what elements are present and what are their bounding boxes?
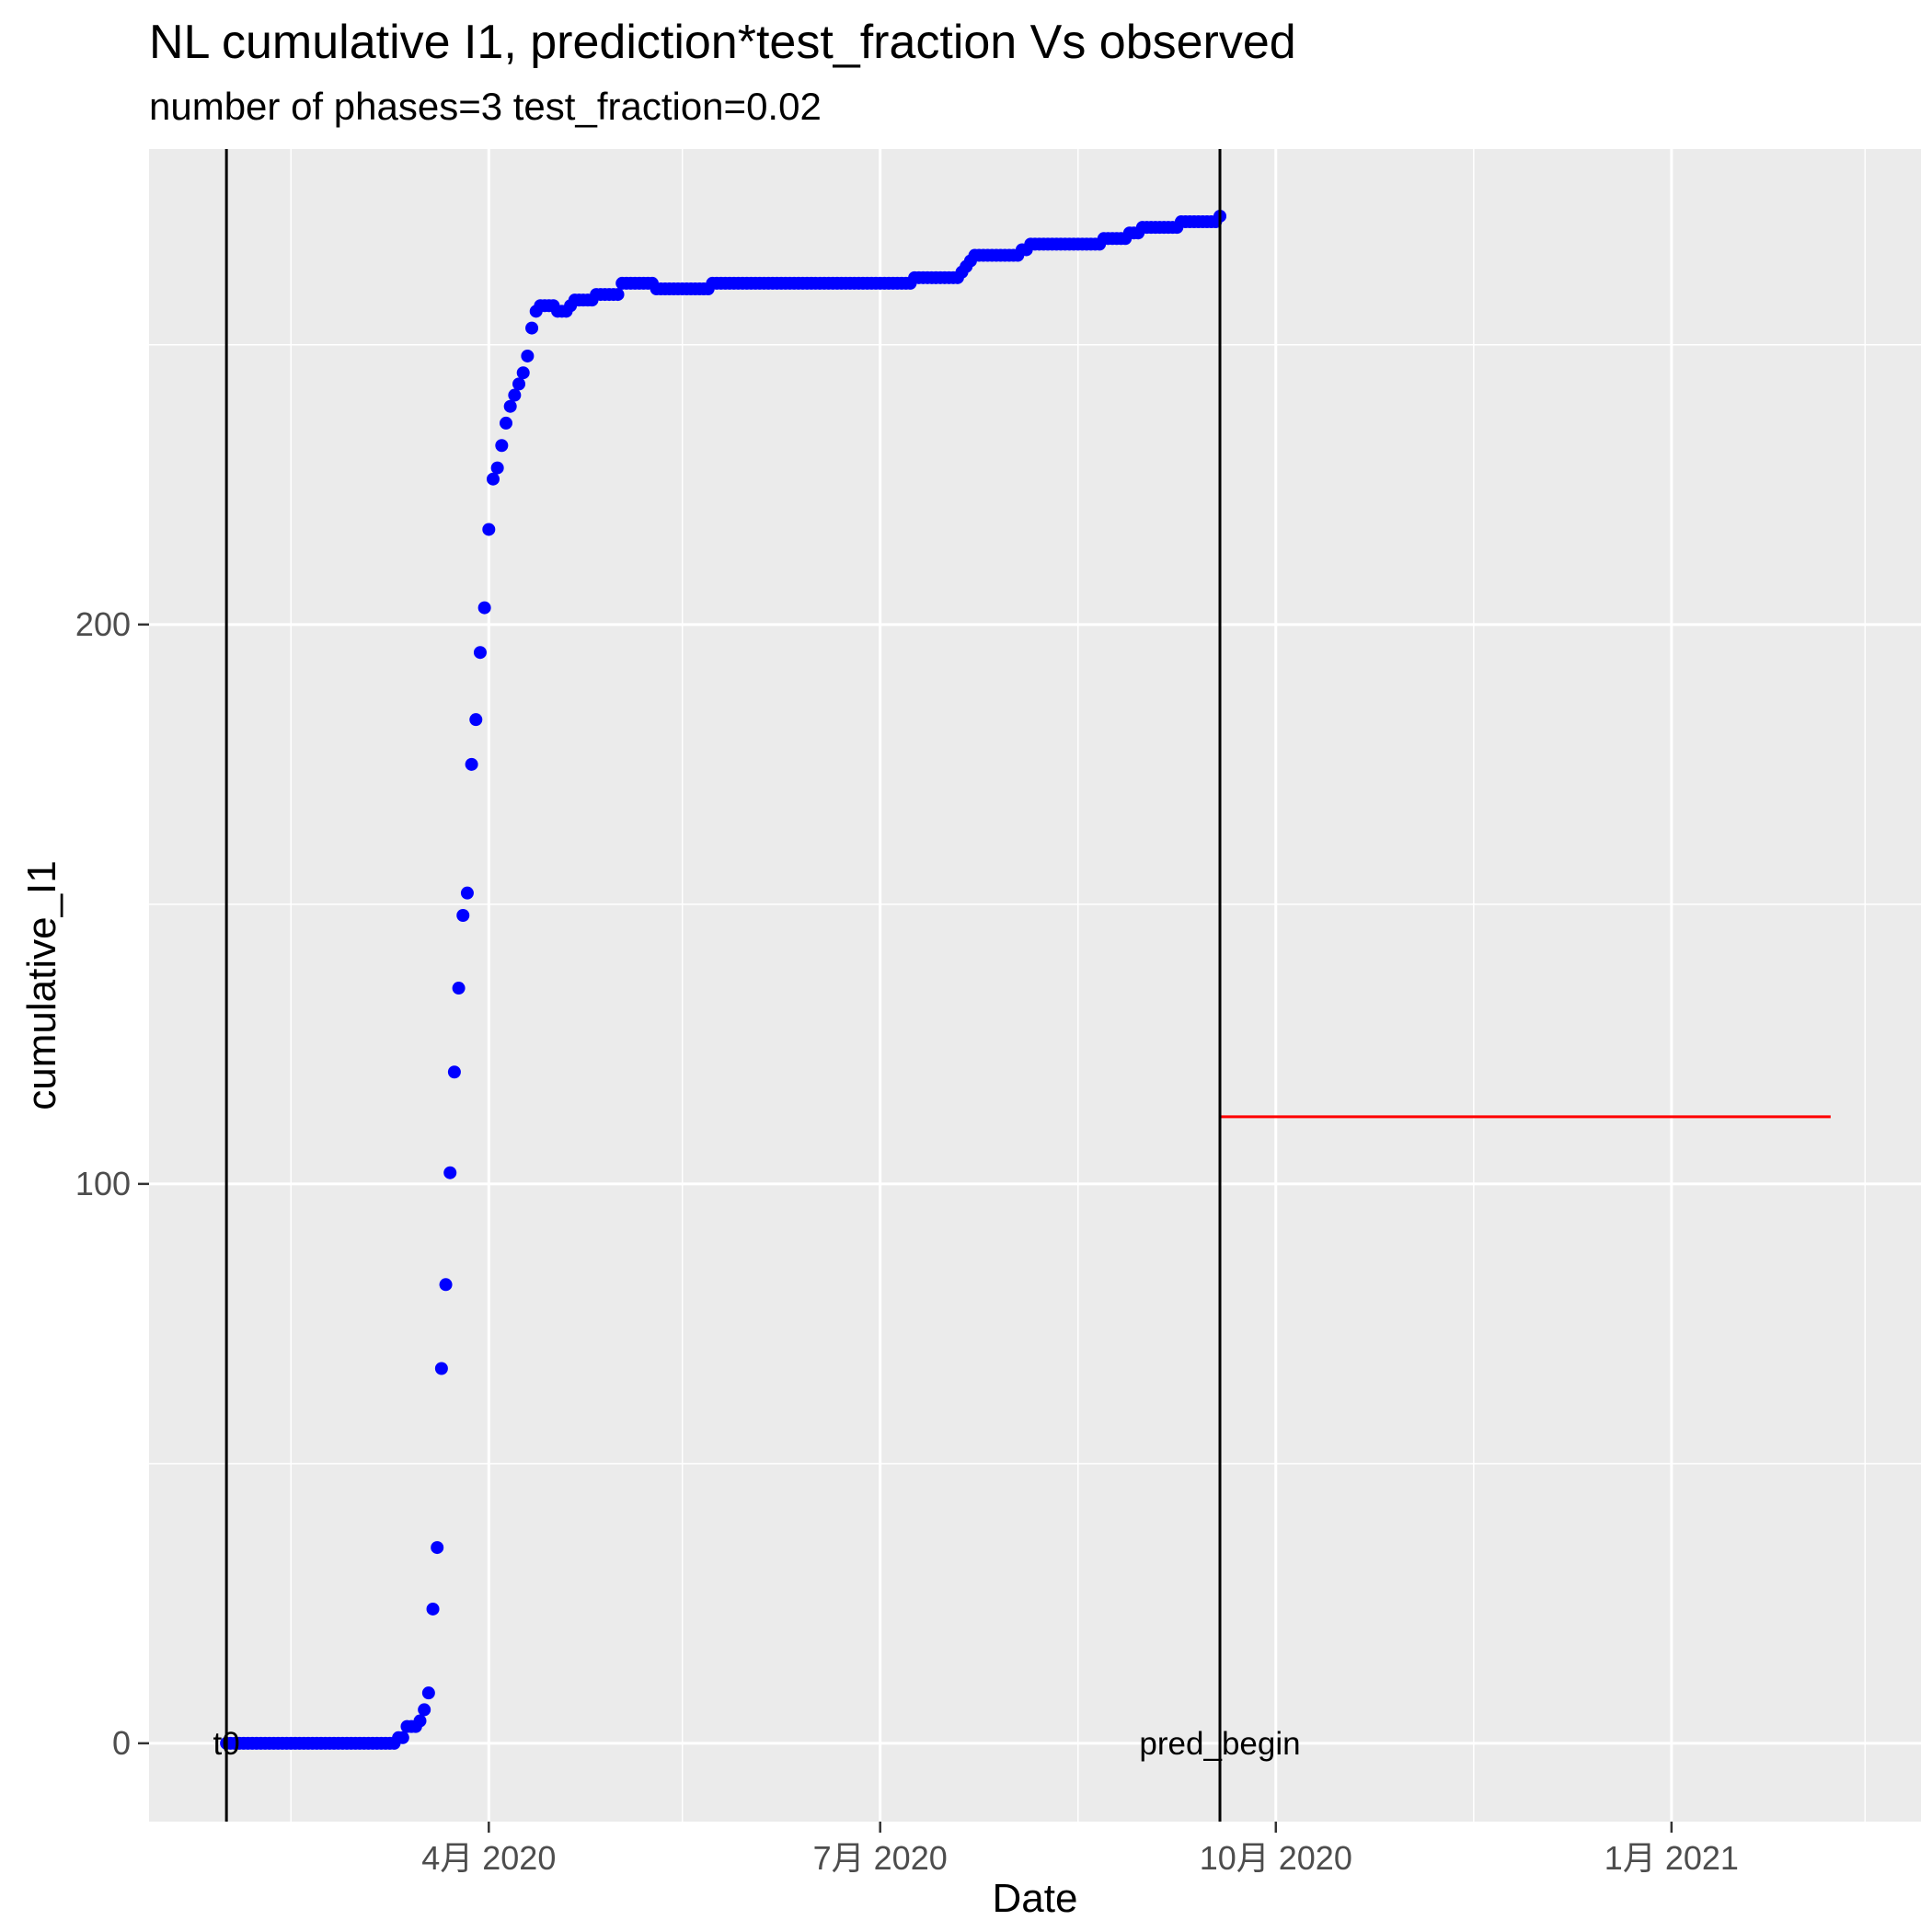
observed-point: [465, 757, 478, 771]
observed-point: [500, 416, 513, 430]
observed-point: [421, 1686, 435, 1700]
observed-point: [426, 1602, 440, 1616]
chart-title: NL cumulative I1, prediction*test_fracti…: [149, 16, 1296, 69]
observed-point: [439, 1278, 453, 1292]
x-tick-label: 10月 2020: [1200, 1839, 1352, 1877]
y-axis-title: cumulative_I1: [19, 860, 64, 1110]
observed-point: [508, 388, 522, 402]
y-tick-label: 100: [75, 1165, 131, 1202]
observed-point: [431, 1541, 444, 1555]
observed-point: [452, 982, 466, 995]
observed-point: [396, 1731, 409, 1744]
observed-point: [503, 399, 517, 413]
observed-point: [469, 713, 483, 727]
observed-point: [525, 321, 539, 335]
y-tick-label: 200: [75, 605, 131, 643]
observed-point: [495, 439, 509, 453]
observed-point: [473, 646, 487, 660]
vline-label-pred-begin: pred_begin: [1139, 1726, 1300, 1762]
observed-point: [456, 908, 470, 922]
x-tick-label: 1月 2021: [1604, 1839, 1739, 1877]
observed-point: [447, 1065, 461, 1079]
observed-point: [460, 886, 474, 900]
observed-point: [477, 601, 491, 615]
vline-label-t0: t0: [213, 1726, 240, 1762]
x-tick-label: 7月 2020: [813, 1839, 948, 1877]
observed-point: [516, 366, 530, 380]
observed-point: [512, 377, 526, 391]
chart-subtitle: number of phases=3 test_fraction=0.02: [149, 85, 822, 128]
x-tick-label: 4月 2020: [421, 1839, 556, 1877]
observed-point: [482, 523, 496, 536]
observed-point: [490, 461, 504, 475]
observed-point: [486, 472, 500, 486]
observed-point: [443, 1166, 457, 1179]
observed-point: [418, 1703, 431, 1717]
observed-point: [521, 349, 535, 362]
y-tick-label: 0: [112, 1724, 131, 1762]
observed-point: [434, 1362, 448, 1375]
observed-point: [413, 1714, 427, 1728]
x-axis-title: Date: [993, 1876, 1078, 1921]
observed-point: [611, 288, 625, 302]
plot-panel: [149, 149, 1921, 1822]
